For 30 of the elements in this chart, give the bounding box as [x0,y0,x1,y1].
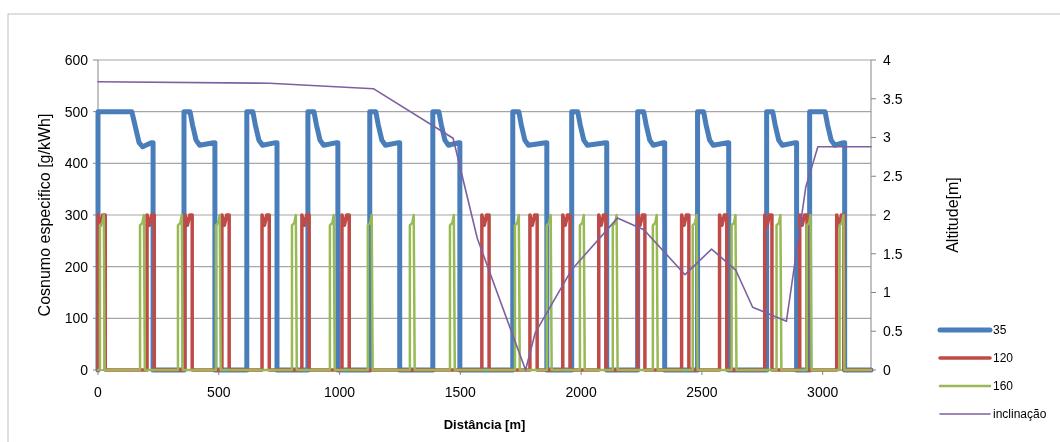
y-tick-label: 100 [64,310,89,327]
y-tick-label: 600 [64,51,89,68]
y2-tick-label: 2.5 [883,168,903,185]
x-tick-label: 1500 [444,384,477,400]
y2-tick-label: 0 [883,361,891,378]
legend-label: 35 [993,323,1007,338]
x-axis-title: Distância [m] [443,417,526,432]
y2-tick-label: 3 [883,129,891,146]
y2-tick-label: 0.5 [883,323,903,340]
legend-label: inclinação [993,407,1047,422]
y-axis-title: Cosnumo especifico [g/kWh] [36,113,53,317]
y-tick-label: 0 [80,361,89,378]
x-tick-label: 3000 [807,384,839,400]
x-tick-label: 1000 [323,384,356,400]
x-tick-label: 0 [94,384,103,400]
x-tick-label: 2000 [565,384,597,400]
y-tick-label: 400 [64,155,89,172]
x-tick-label: 500 [207,384,231,400]
x-tick-label: 2500 [686,384,718,400]
y-tick-label: 300 [64,206,89,223]
legend-label: 160 [993,379,1014,394]
y2-axis-title: Altitude[m] [944,177,961,253]
y2-tick-label: 4 [883,51,891,68]
legend-label: 120 [993,351,1014,366]
y2-tick-label: 1 [883,284,891,301]
y-tick-label: 200 [64,258,89,275]
y-tick-label: 500 [64,103,89,120]
y2-tick-label: 3.5 [883,90,903,107]
y2-tick-label: 1.5 [883,245,903,262]
y2-tick-label: 2 [883,206,891,223]
